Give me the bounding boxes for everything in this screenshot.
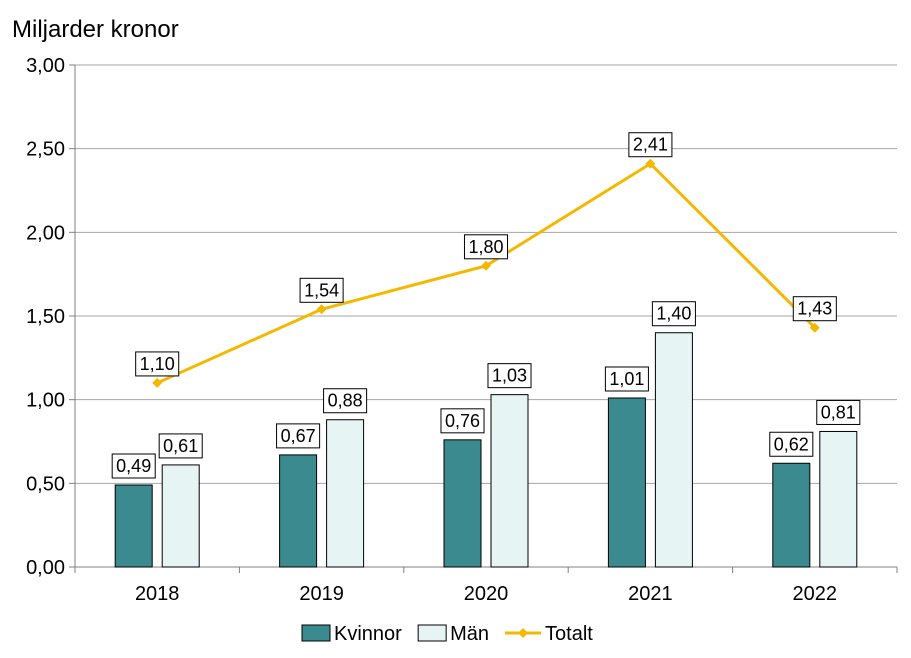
bar-män xyxy=(819,430,858,568)
y-tick-label: 0,00 xyxy=(26,557,65,579)
y-tick-label: 3,00 xyxy=(26,55,65,77)
bar-label: 0,67 xyxy=(281,426,316,446)
line-marker xyxy=(316,304,327,315)
bar-label: 1,40 xyxy=(656,304,691,324)
line-marker xyxy=(481,260,491,271)
line-marker xyxy=(809,322,820,333)
gridlines xyxy=(75,64,897,484)
bar-label-box xyxy=(158,433,203,459)
legend-label: Totalt xyxy=(545,623,593,645)
x-tick-label: 2022 xyxy=(793,583,838,605)
legend: Kvinnor Män Totalt xyxy=(301,623,593,645)
y-tick-label: 1,00 xyxy=(26,390,65,412)
x-tick-label: 2019 xyxy=(299,583,344,605)
line-label-box xyxy=(299,277,344,303)
data-labels: 0,49 0,67 0,76 1,01 0,62 0,61 0,88 1,03 1,40 0,81… xyxy=(111,132,861,479)
bar-label-box xyxy=(651,301,696,327)
bar-label-box xyxy=(487,363,532,389)
bar-label: 0,81 xyxy=(821,402,856,422)
bar-label: 0,62 xyxy=(774,434,809,454)
bars xyxy=(114,332,858,568)
bar-män xyxy=(654,332,693,568)
line-label-box xyxy=(135,351,180,377)
bar-kvinnor xyxy=(607,397,646,568)
bar-kvinnor xyxy=(279,454,318,568)
bar-kvinnor xyxy=(772,462,811,568)
x-tick-label: 2018 xyxy=(135,583,180,605)
line-label: 2,41 xyxy=(633,135,668,155)
legend-swatch-kvinnor xyxy=(301,624,331,642)
x-axis: 2018 2019 2020 2021 2022 xyxy=(74,566,898,605)
bar-label: 0,88 xyxy=(328,391,363,411)
bar-män xyxy=(326,419,365,568)
bar-label: 0,76 xyxy=(445,411,480,431)
line-label: 1,54 xyxy=(304,280,339,300)
line-label-box xyxy=(628,132,673,158)
series-line-totalt xyxy=(156,161,816,385)
legend-label: Män xyxy=(450,623,489,645)
bar-män xyxy=(490,394,529,568)
line-label-box xyxy=(463,234,509,260)
y-tick-label: 2,50 xyxy=(26,139,65,161)
total-line xyxy=(152,158,820,388)
bar-label-box xyxy=(276,423,321,449)
bar-label: 0,61 xyxy=(163,436,198,456)
legend-marker xyxy=(518,628,529,638)
bar-label-box xyxy=(111,453,156,479)
line-label: 1,10 xyxy=(140,354,175,374)
bar-label-box xyxy=(440,408,485,434)
line-label: 1,80 xyxy=(468,237,503,257)
line-label-box xyxy=(792,296,837,322)
line-marker xyxy=(152,377,163,388)
x-tick-label: 2020 xyxy=(464,583,509,605)
bar-label: 1,03 xyxy=(492,366,527,386)
line-label: 1,43 xyxy=(797,299,832,319)
y-tick-label: 0,50 xyxy=(26,473,65,495)
y-tick-label: 1,50 xyxy=(26,306,65,328)
bar-kvinnor xyxy=(443,439,482,568)
x-tick-label: 2021 xyxy=(628,583,673,605)
legend-swatch-män xyxy=(417,624,447,642)
bar-label: 1,01 xyxy=(609,369,644,389)
legend-label: Kvinnor xyxy=(334,623,402,645)
bar-kvinnor xyxy=(114,484,153,568)
bar-label-box xyxy=(604,366,649,392)
y-tick-label: 2,00 xyxy=(26,222,65,244)
bar-label: 0,49 xyxy=(116,456,151,476)
bar-label-box xyxy=(816,399,861,425)
bar-män xyxy=(161,464,200,568)
line-marker xyxy=(645,158,656,169)
chart-title: Miljarder kronor xyxy=(12,16,179,43)
bar-label-box xyxy=(769,431,814,457)
y-axis: 0,00 0,50 1,00 1,50 2,00 2,50 3,00 xyxy=(26,55,76,579)
bar-label-box xyxy=(323,388,368,414)
